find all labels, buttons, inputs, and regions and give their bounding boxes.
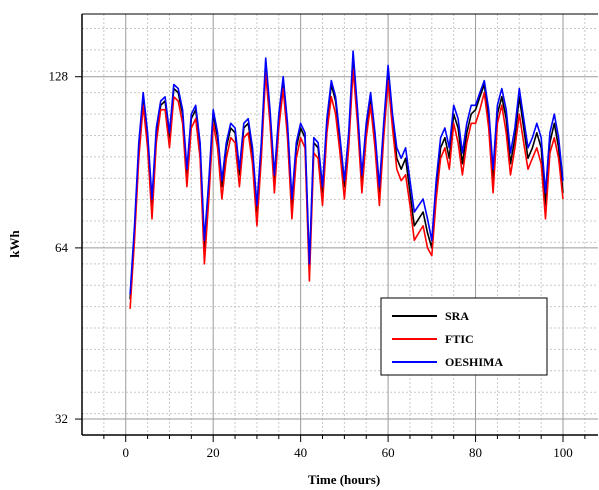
x-tick-label: 20: [207, 445, 220, 460]
legend-label-sra: SRA: [445, 309, 469, 323]
x-tick-label: 0: [122, 445, 129, 460]
series-layer: [129, 50, 564, 309]
axes: [75, 13, 598, 442]
series-line-oeshima: [129, 50, 564, 295]
y-tick-label: 32: [55, 411, 68, 426]
y-tick-label: 64: [55, 240, 69, 255]
x-tick-label: 100: [553, 445, 573, 460]
series-line-ftic: [129, 68, 564, 309]
x-tick-label: 60: [382, 445, 395, 460]
legend-label-oeshima: OESHIMA: [445, 355, 503, 369]
legend: SRA FTIC OESHIMA: [380, 297, 548, 376]
tick-labels: 0 20 40 60 80 100 32 64 128: [49, 69, 573, 460]
y-axis-title: kWh: [7, 230, 22, 258]
x-tick-label: 80: [469, 445, 482, 460]
y-tick-label: 128: [49, 69, 69, 84]
x-tick-label: 40: [294, 445, 307, 460]
x-axis-title: Time (hours): [308, 472, 380, 487]
legend-label-ftic: FTIC: [445, 332, 474, 346]
